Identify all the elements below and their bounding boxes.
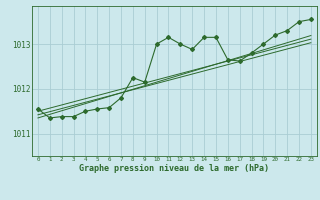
X-axis label: Graphe pression niveau de la mer (hPa): Graphe pression niveau de la mer (hPa) xyxy=(79,164,269,173)
